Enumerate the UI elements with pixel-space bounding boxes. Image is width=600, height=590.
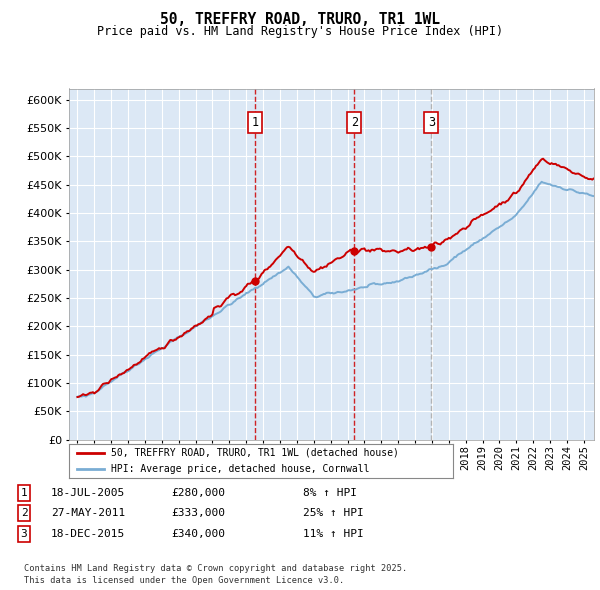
Text: £340,000: £340,000: [171, 529, 225, 539]
Text: 11% ↑ HPI: 11% ↑ HPI: [303, 529, 364, 539]
Text: £333,000: £333,000: [171, 509, 225, 518]
Text: 25% ↑ HPI: 25% ↑ HPI: [303, 509, 364, 518]
Text: 1: 1: [252, 116, 259, 129]
Text: HPI: Average price, detached house, Cornwall: HPI: Average price, detached house, Corn…: [111, 464, 370, 474]
Text: 3: 3: [20, 529, 28, 539]
Text: This data is licensed under the Open Government Licence v3.0.: This data is licensed under the Open Gov…: [24, 576, 344, 585]
Text: 2: 2: [20, 509, 28, 518]
Text: £280,000: £280,000: [171, 488, 225, 497]
Text: 2: 2: [351, 116, 358, 129]
Text: 18-JUL-2005: 18-JUL-2005: [51, 488, 125, 497]
Text: 8% ↑ HPI: 8% ↑ HPI: [303, 488, 357, 497]
Text: 27-MAY-2011: 27-MAY-2011: [51, 509, 125, 518]
Text: 3: 3: [428, 116, 435, 129]
Text: 1: 1: [20, 488, 28, 497]
Text: Contains HM Land Registry data © Crown copyright and database right 2025.: Contains HM Land Registry data © Crown c…: [24, 565, 407, 573]
Text: 50, TREFFRY ROAD, TRURO, TR1 1WL: 50, TREFFRY ROAD, TRURO, TR1 1WL: [160, 12, 440, 27]
Text: 18-DEC-2015: 18-DEC-2015: [51, 529, 125, 539]
Text: 50, TREFFRY ROAD, TRURO, TR1 1WL (detached house): 50, TREFFRY ROAD, TRURO, TR1 1WL (detach…: [111, 448, 399, 458]
Text: Price paid vs. HM Land Registry's House Price Index (HPI): Price paid vs. HM Land Registry's House …: [97, 25, 503, 38]
